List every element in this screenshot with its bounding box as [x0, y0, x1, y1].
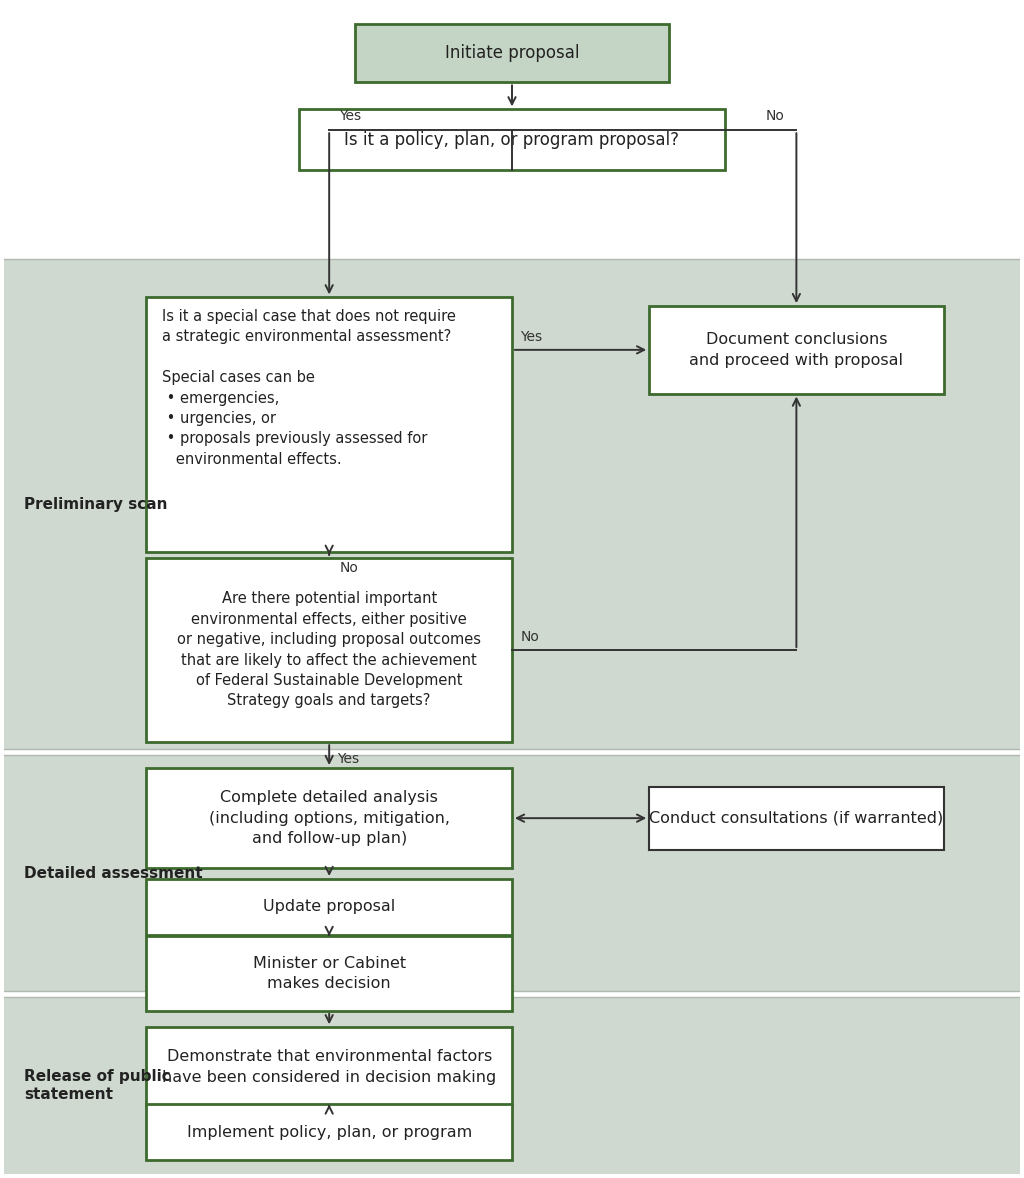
- FancyBboxPatch shape: [146, 879, 512, 935]
- Text: Release of public
statement: Release of public statement: [25, 1070, 171, 1101]
- Bar: [4, 259, 1020, 749]
- FancyBboxPatch shape: [649, 306, 944, 393]
- FancyBboxPatch shape: [146, 768, 512, 868]
- Text: Update proposal: Update proposal: [263, 900, 395, 914]
- Text: Document conclusions
and proceed with proposal: Document conclusions and proceed with pr…: [689, 332, 903, 368]
- FancyBboxPatch shape: [354, 24, 670, 82]
- FancyBboxPatch shape: [299, 110, 725, 170]
- FancyBboxPatch shape: [146, 297, 512, 551]
- FancyBboxPatch shape: [146, 557, 512, 742]
- Text: Implement policy, plan, or program: Implement policy, plan, or program: [186, 1125, 472, 1140]
- FancyBboxPatch shape: [146, 1027, 512, 1106]
- FancyBboxPatch shape: [146, 1104, 512, 1160]
- Bar: [4, 997, 1020, 1174]
- Text: Conduct consultations (if warranted): Conduct consultations (if warranted): [649, 810, 943, 826]
- Bar: [4, 5, 1020, 259]
- Text: Yes: Yes: [520, 330, 543, 344]
- Text: Is it a special case that does not require
a strategic environmental assessment?: Is it a special case that does not requi…: [162, 309, 456, 466]
- Text: No: No: [520, 630, 539, 644]
- Text: Detailed assessment: Detailed assessment: [25, 866, 203, 880]
- Text: Complete detailed analysis
(including options, mitigation,
and follow-up plan): Complete detailed analysis (including op…: [209, 790, 450, 846]
- Text: Is it a policy, plan, or program proposal?: Is it a policy, plan, or program proposa…: [344, 131, 680, 148]
- Text: Yes: Yes: [339, 110, 361, 124]
- Text: Preliminary scan: Preliminary scan: [25, 496, 168, 511]
- Text: Initiate proposal: Initiate proposal: [444, 45, 580, 62]
- FancyBboxPatch shape: [649, 787, 944, 849]
- Text: Demonstrate that environmental factors
have been considered in decision making: Demonstrate that environmental factors h…: [162, 1050, 497, 1085]
- Text: Yes: Yes: [337, 752, 359, 766]
- Bar: [4, 755, 1020, 991]
- Text: Are there potential important
environmental effects, either positive
or negative: Are there potential important environmen…: [177, 591, 481, 708]
- Text: No: No: [766, 110, 784, 124]
- Text: No: No: [339, 561, 358, 575]
- Text: Minister or Cabinet
makes decision: Minister or Cabinet makes decision: [253, 955, 406, 991]
- FancyBboxPatch shape: [146, 937, 512, 1011]
